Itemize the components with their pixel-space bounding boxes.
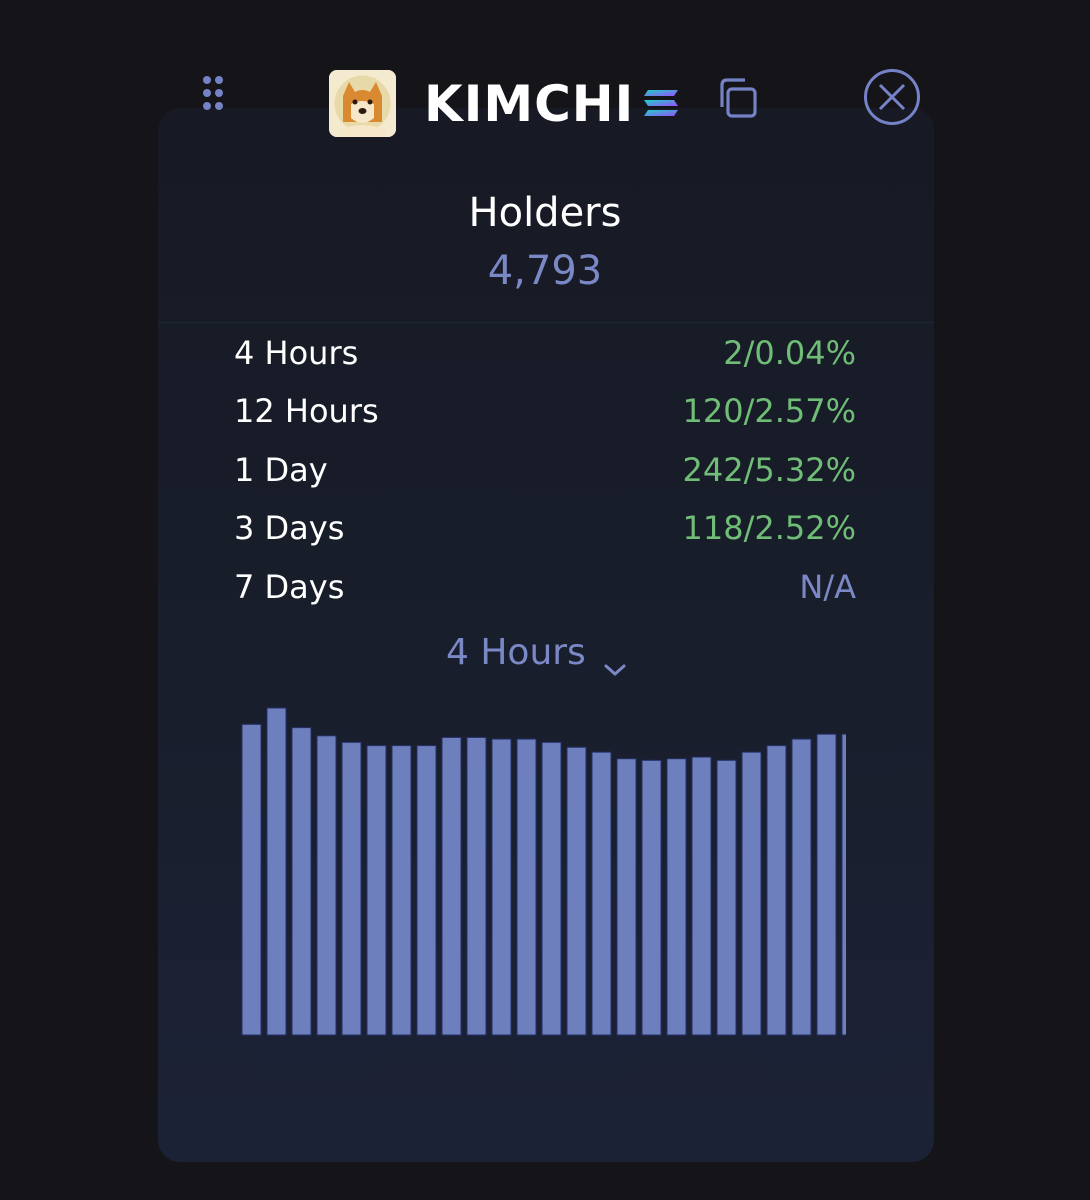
stat-value: 242/5.32%	[682, 450, 856, 489]
chart-bar	[841, 733, 846, 1036]
chart-bar	[266, 707, 287, 1036]
stat-value: 118/2.52%	[682, 509, 856, 548]
chart-bar	[791, 738, 812, 1036]
period-dropdown-label: 4 Hours	[446, 632, 586, 673]
chart-bar	[416, 745, 437, 1036]
solana-icon	[642, 88, 680, 118]
stat-value: 120/2.57%	[682, 392, 856, 431]
stat-label: 4 Hours	[234, 334, 359, 372]
chart-bar	[641, 759, 662, 1036]
chart-bar	[516, 738, 537, 1036]
chart-bar	[316, 735, 337, 1036]
stat-value: 2/0.04%	[723, 334, 856, 372]
shiba-dog-icon	[329, 70, 396, 137]
chevron-down-icon	[602, 642, 628, 676]
chart-bar	[616, 758, 637, 1036]
chart-bar	[541, 741, 562, 1036]
chart-bar	[466, 736, 487, 1036]
chart-bar	[491, 738, 512, 1036]
holders-title: Holders	[468, 190, 622, 236]
period-dropdown[interactable]: 4 Hours	[446, 628, 628, 678]
section-divider	[158, 322, 934, 323]
chart-bar	[241, 723, 262, 1036]
stat-row-4-hours: 4 Hours 2/0.04%	[234, 324, 856, 382]
chart-bar	[766, 745, 787, 1036]
chart-bar	[741, 751, 762, 1036]
holders-count: 4,793	[487, 248, 603, 294]
stat-row-7-days: 7 Days N/A	[234, 558, 856, 616]
chart-bar	[391, 745, 412, 1036]
close-circle-icon	[864, 69, 920, 125]
stat-label: 7 Days	[234, 567, 345, 606]
chart-bar	[666, 758, 687, 1036]
token-avatar	[329, 70, 396, 137]
chart-bar	[591, 751, 612, 1036]
stat-label: 12 Hours	[234, 392, 379, 431]
chart-bar	[691, 756, 712, 1036]
token-name: KIMCHI	[424, 75, 635, 133]
stat-row-1-day: 1 Day 242/5.32%	[234, 441, 856, 499]
holders-bar-chart	[241, 707, 846, 1036]
chart-bar	[341, 741, 362, 1036]
stat-row-12-hours: 12 Hours 120/2.57%	[234, 382, 856, 440]
close-button[interactable]	[862, 67, 922, 127]
chart-bar	[716, 759, 737, 1036]
chart-bar	[291, 727, 312, 1036]
chart-bar	[816, 733, 837, 1036]
stat-label: 1 Day	[234, 450, 328, 489]
chart-bar	[366, 745, 387, 1036]
chart-bar	[566, 746, 587, 1036]
stat-value: N/A	[799, 567, 856, 606]
holder-change-list: 4 Hours 2/0.04% 12 Hours 120/2.57% 1 Day…	[234, 324, 856, 616]
copy-icon[interactable]	[714, 76, 760, 122]
drag-handle-icon[interactable]	[201, 74, 227, 118]
chart-bar	[441, 736, 462, 1036]
stat-row-3-days: 3 Days 118/2.52%	[234, 499, 856, 557]
stat-label: 3 Days	[234, 509, 345, 548]
